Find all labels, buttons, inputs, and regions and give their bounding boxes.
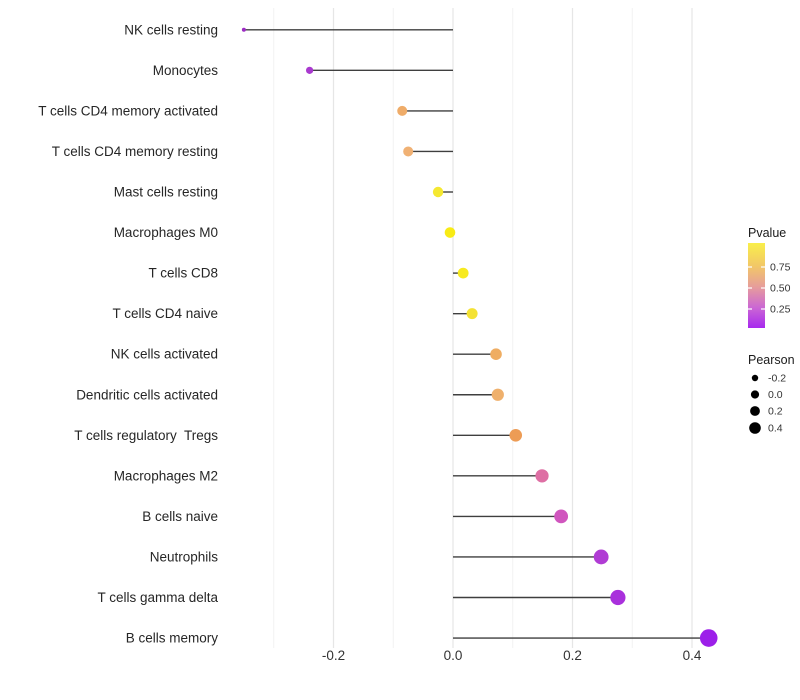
lollipop-dot xyxy=(509,429,523,442)
pearson-size-label: -0.2 xyxy=(768,373,786,385)
category-label: T cells CD4 memory activated xyxy=(38,103,218,118)
x-tick-label: 0.0 xyxy=(444,648,463,663)
x-tick-label: -0.2 xyxy=(322,648,345,663)
category-label: Monocytes xyxy=(153,63,219,78)
pearson-size-dot xyxy=(750,406,760,416)
pearson-legend-title: Pearson xyxy=(748,353,795,367)
pearson-size-label: 0.0 xyxy=(768,389,783,401)
lollipop-dot xyxy=(699,629,718,647)
lollipop-dot xyxy=(444,227,456,238)
lollipop-dot xyxy=(306,66,314,74)
category-label: Neutrophils xyxy=(150,549,219,564)
colorbar-tick-label: 0.25 xyxy=(770,304,791,316)
lollipop-dot xyxy=(466,308,478,320)
category-label: Mast cells resting xyxy=(114,185,218,200)
lollipop-dot xyxy=(593,549,609,565)
x-tick-label: 0.4 xyxy=(683,648,702,663)
category-label: NK cells activated xyxy=(111,347,218,362)
category-label: B cells naive xyxy=(142,509,218,524)
pearson-size-label: 0.2 xyxy=(768,406,783,418)
lollipop-dot xyxy=(241,27,246,32)
lollipop-dot xyxy=(457,267,469,279)
category-label: T cells regulatory Tregs xyxy=(74,428,218,443)
pearson-size-dot xyxy=(749,422,761,434)
pearson-size-label: 0.4 xyxy=(768,423,783,435)
category-label: T cells CD4 naive xyxy=(112,306,218,321)
category-label: T cells CD8 xyxy=(148,266,218,281)
pearson-size-dot xyxy=(750,390,760,399)
x-tick-label: 0.2 xyxy=(563,648,582,663)
lollipop-dot xyxy=(610,589,626,606)
category-label: Macrophages M2 xyxy=(114,468,218,483)
lollipop-dot xyxy=(554,509,569,524)
lollipop-dot xyxy=(397,105,408,116)
lollipop-dot xyxy=(432,186,444,198)
colorbar-tick-label: 0.50 xyxy=(770,283,791,295)
colorbar-tick-label: 0.75 xyxy=(770,262,791,274)
lollipop-dot xyxy=(490,348,502,361)
lollipop-dot xyxy=(535,469,549,483)
lollipop-dot xyxy=(403,146,414,157)
category-label: T cells gamma delta xyxy=(97,590,218,605)
pvalue-legend-title: Pvalue xyxy=(748,226,786,240)
pearson-size-dot xyxy=(751,374,759,382)
lollipop-dot xyxy=(491,388,504,401)
category-label: T cells CD4 memory resting xyxy=(52,144,218,159)
category-label: Macrophages M0 xyxy=(114,225,218,240)
category-label: NK cells resting xyxy=(124,22,218,37)
category-label: Dendritic cells activated xyxy=(76,387,218,402)
pvalue-colorbar xyxy=(748,243,765,328)
category-label: B cells memory xyxy=(126,631,219,646)
